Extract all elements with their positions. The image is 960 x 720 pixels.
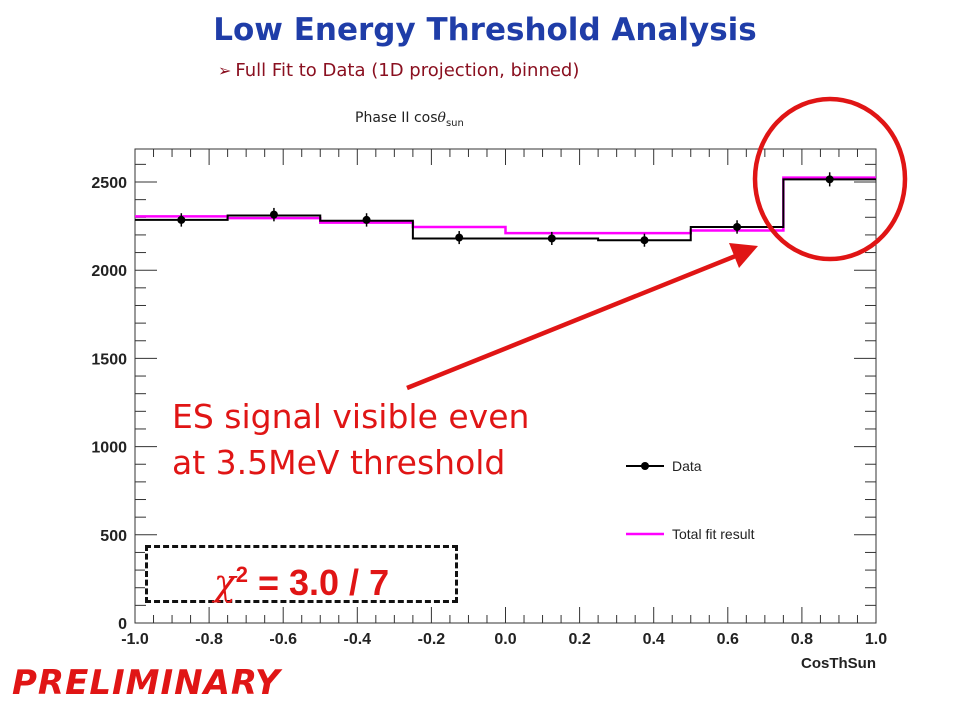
x-tick-label: -0.6 [269,631,297,648]
callout-arrowhead [729,243,758,268]
chi-symbol: χ [213,563,236,604]
slide-title: Low Energy Threshold Analysis [213,12,757,48]
subtitle-text: Full Fit to Data (1D projection, binned) [235,60,580,81]
plot-title-theta: θ [437,110,446,126]
fit-step-line [135,176,876,235]
annotation-line-2: at 3.5MeV threshold [172,443,506,482]
y-tick-label: 1000 [91,440,127,457]
data-point [825,175,834,184]
annotation-text: ES signal visible even at 3.5MeV thresho… [172,394,572,486]
y-tick-label: 0 [118,616,127,633]
data-point [455,233,464,242]
y-tick-label: 2000 [91,263,127,280]
chi-value: = 3.0 / 7 [247,562,390,603]
data-point [269,210,278,219]
chi-square-box: χ2 = 3.0 / 7 [145,545,458,604]
x-tick-label: 0.2 [568,631,590,648]
plot-title-prefix: Phase II cos [355,110,438,126]
data-point [177,215,186,224]
preliminary-label: PRELIMINARY [12,663,281,703]
data-point [640,236,649,245]
x-tick-label: 0.8 [791,631,813,648]
y-tick-label: 2500 [91,175,127,192]
x-tick-label: 0.0 [494,631,516,648]
chi-superscript: 2 [235,562,248,587]
data-point [547,234,556,243]
x-tick-label: 1.0 [865,631,887,648]
y-tick-label: 1500 [91,351,127,368]
plot-title: Phase II cosθsun [355,110,464,129]
data-step-line [135,178,876,242]
plot-title-subscript: sun [445,117,464,129]
x-tick-label: -1.0 [121,631,149,648]
bullet-arrow-icon: ➢ [218,61,232,80]
legend-fit-label: Total fit result [672,526,755,542]
x-tick-label: 0.4 [643,631,665,648]
data-point [733,222,742,231]
legend-data-marker [641,462,649,470]
x-tick-label: -0.4 [344,631,372,648]
x-tick-label: -0.2 [418,631,446,648]
x-axis-label: CosThSun [801,655,876,672]
callout-arrow-line [406,252,739,391]
annotation-line-1: ES signal visible even [172,397,530,436]
slide-subtitle: ➢ Full Fit to Data (1D projection, binned… [218,60,579,81]
legend-data-label: Data [672,458,702,474]
x-tick-label: -0.8 [195,631,223,648]
data-point [362,215,371,224]
y-tick-label: 500 [100,528,127,545]
x-tick-label: 0.6 [717,631,739,648]
highlight-circle [752,96,908,262]
